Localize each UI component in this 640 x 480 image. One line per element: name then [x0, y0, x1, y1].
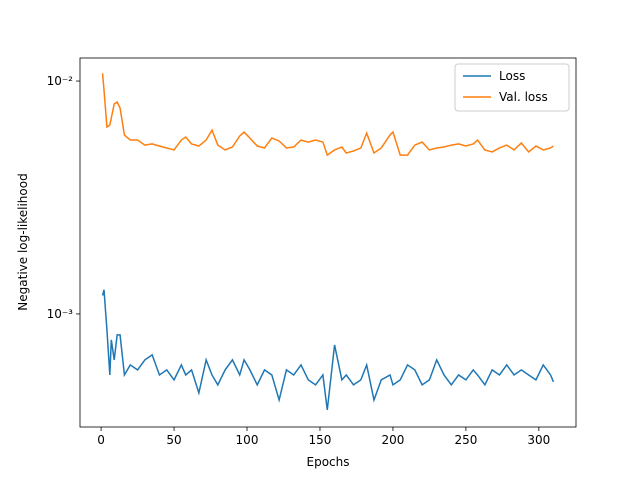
- x-tick-label: 100: [236, 433, 259, 447]
- y-tick-label: 10⁻²: [47, 74, 74, 88]
- legend-label: Val. loss: [499, 90, 548, 104]
- plot-frame: [79, 57, 577, 428]
- series-line: [101, 73, 554, 157]
- x-tick-label: 50: [166, 433, 181, 447]
- x-tick-label: 0: [97, 433, 105, 447]
- x-tick-label: 200: [381, 433, 404, 447]
- x-tick-label: 300: [527, 433, 550, 447]
- x-axis-label: Epochs: [307, 455, 350, 469]
- x-tick-label: 250: [454, 433, 477, 447]
- legend-label: Loss: [499, 69, 525, 83]
- y-axis-label: Negative log-likelihood: [16, 173, 30, 310]
- y-tick-label: 10⁻³: [47, 307, 74, 321]
- x-tick-label: 150: [309, 433, 332, 447]
- series-line: [101, 289, 555, 411]
